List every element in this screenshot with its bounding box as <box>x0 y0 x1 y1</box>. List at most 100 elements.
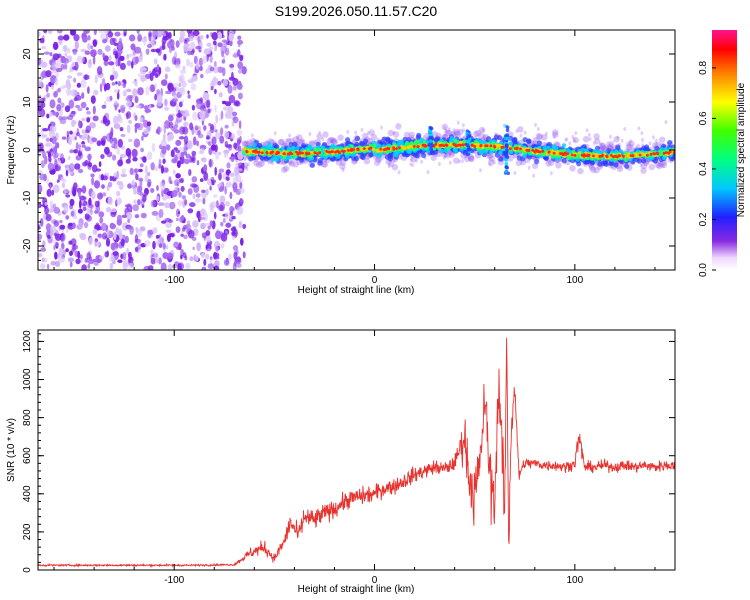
signal-blob <box>659 136 666 143</box>
noise-blob <box>180 152 185 158</box>
noise-blob <box>109 262 114 270</box>
signal-blob <box>559 152 562 155</box>
noise-blob <box>130 43 136 51</box>
noise-blob <box>237 168 243 172</box>
noise-blob <box>199 65 203 72</box>
signal-blob <box>416 145 420 149</box>
noise-blob <box>108 61 115 66</box>
noise-blob <box>119 55 125 62</box>
burst-blob <box>504 161 509 166</box>
signal-blob <box>459 140 463 144</box>
noise-blob <box>190 183 197 188</box>
noise-blob <box>72 61 76 67</box>
noise-blob <box>225 211 229 220</box>
noise-blob <box>152 227 158 234</box>
signal-blob <box>298 151 302 155</box>
noise-blob <box>173 82 180 89</box>
noise-blob <box>78 222 82 229</box>
faint-blob <box>664 120 668 125</box>
noise-blob <box>122 90 127 97</box>
noise-blob <box>45 84 49 93</box>
noise-blob <box>113 42 119 46</box>
noise-blob <box>83 30 90 34</box>
signal-blob <box>363 138 369 144</box>
faint-blob <box>573 138 576 143</box>
noise-blob <box>223 259 230 266</box>
spectrogram-y-tick-label: 0 <box>22 147 33 153</box>
snr-x-tick-label: 100 <box>566 575 583 586</box>
noise-blob <box>127 151 132 161</box>
signal-blob <box>461 143 465 147</box>
noise-blob <box>200 208 206 217</box>
noise-blob <box>115 58 119 67</box>
noise-blob <box>199 178 204 183</box>
noise-blob <box>118 37 123 45</box>
noise-blob <box>87 263 91 269</box>
noise-blob <box>99 217 104 224</box>
noise-blob <box>98 30 106 34</box>
noise-blob <box>232 245 239 251</box>
noise-blob <box>51 84 55 90</box>
faint-blob <box>456 120 460 125</box>
noise-blob <box>57 159 62 167</box>
noise-blob <box>53 206 60 214</box>
noise-blob <box>192 193 196 200</box>
signal-blob <box>473 145 476 148</box>
noise-blob <box>126 247 130 255</box>
noise-blob <box>192 111 198 121</box>
noise-blob <box>237 61 244 70</box>
noise-blob <box>205 230 211 237</box>
noise-blob <box>186 140 193 150</box>
noise-blob <box>175 139 182 146</box>
noise-blob <box>225 222 232 228</box>
noise-blob <box>54 241 60 247</box>
noise-blob <box>43 30 47 34</box>
faint-blob <box>512 154 516 159</box>
signal-blob <box>289 151 292 155</box>
faint-blob <box>616 135 620 140</box>
signal-blob <box>444 143 448 147</box>
signal-blob <box>453 128 460 136</box>
signal-blob <box>667 151 671 155</box>
signal-blob <box>431 131 438 138</box>
signal-blob <box>628 140 635 147</box>
noise-blob <box>195 61 199 70</box>
signal-blob <box>365 147 369 151</box>
faint-blob <box>422 135 426 140</box>
noise-blob <box>168 219 174 223</box>
noise-blob <box>164 106 170 111</box>
noise-blob <box>89 122 96 129</box>
noise-blob <box>219 135 225 144</box>
noise-blob <box>140 75 146 82</box>
faint-blob <box>648 141 652 146</box>
signal-blob <box>330 138 338 145</box>
noise-blob <box>134 234 138 243</box>
signal-blob <box>640 158 647 164</box>
noise-blob <box>90 95 96 104</box>
signal-blob <box>458 143 461 147</box>
signal-blob <box>387 147 391 151</box>
signal-blob <box>538 150 542 154</box>
signal-blob <box>657 161 664 168</box>
noise-blob <box>205 244 208 250</box>
noise-blob <box>42 128 49 132</box>
noise-blob <box>65 169 69 177</box>
noise-blob <box>99 74 104 79</box>
noise-blob <box>166 233 171 242</box>
faint-blob <box>452 128 456 133</box>
faint-blob <box>661 164 665 169</box>
noise-blob <box>102 115 107 124</box>
burst-blob <box>504 144 509 149</box>
noise-blob <box>92 105 96 115</box>
noise-blob <box>60 63 65 70</box>
noise-blob <box>85 107 89 111</box>
noise-blob <box>220 127 224 136</box>
signal-blob <box>600 145 607 152</box>
noise-blob <box>125 211 133 220</box>
noise-blob <box>126 226 133 230</box>
faint-blob <box>550 171 553 176</box>
signal-blob <box>292 136 299 143</box>
signal-blob <box>419 137 424 143</box>
noise-blob <box>39 218 44 227</box>
noise-blob <box>126 88 132 93</box>
